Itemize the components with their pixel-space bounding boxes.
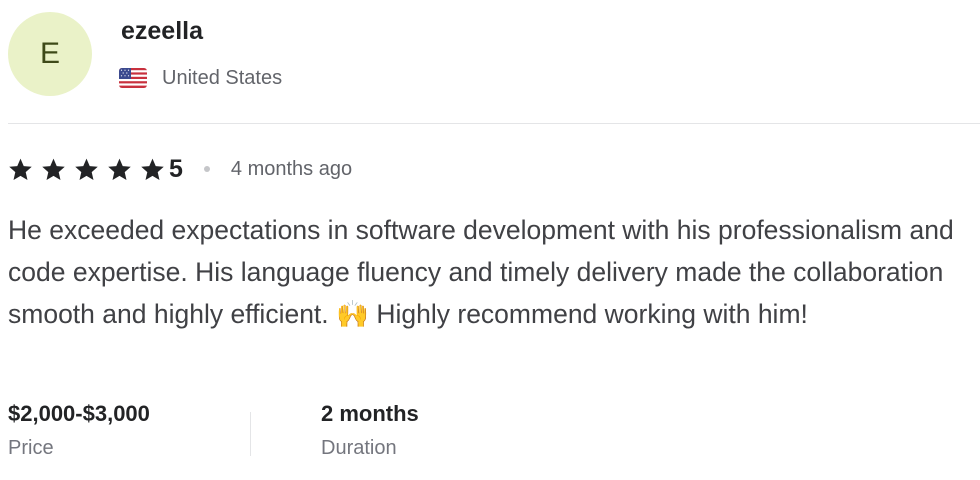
rating-value: 5 — [169, 155, 183, 183]
meta-divider — [250, 412, 251, 456]
price-block: $2,000-$3,000 Price — [8, 398, 150, 468]
duration-block: 2 months Duration — [321, 398, 419, 468]
duration-value: 2 months — [321, 401, 419, 426]
avatar-initial: E — [39, 37, 60, 70]
star-icon — [42, 158, 65, 180]
star-icon — [108, 158, 131, 180]
star-icon — [9, 158, 32, 180]
star-icon — [75, 158, 98, 180]
country-name: United States — [162, 67, 283, 89]
reviewer-username: ezeella — [121, 17, 204, 45]
review-time-ago: 4 months ago — [230, 158, 353, 180]
reviewer-country: United States — [119, 64, 282, 92]
avatar: E — [8, 12, 92, 96]
rating-row: 5 4 months ago — [8, 152, 352, 186]
star-icon — [141, 158, 164, 180]
price-label: Price — [8, 437, 54, 459]
duration-label: Duration — [321, 437, 397, 459]
separator-dot — [203, 166, 210, 172]
review-text: He exceeded expectations in software dev… — [8, 215, 954, 329]
us-flag-icon — [119, 68, 147, 88]
header-divider — [8, 123, 980, 124]
price-value: $2,000-$3,000 — [8, 401, 150, 426]
